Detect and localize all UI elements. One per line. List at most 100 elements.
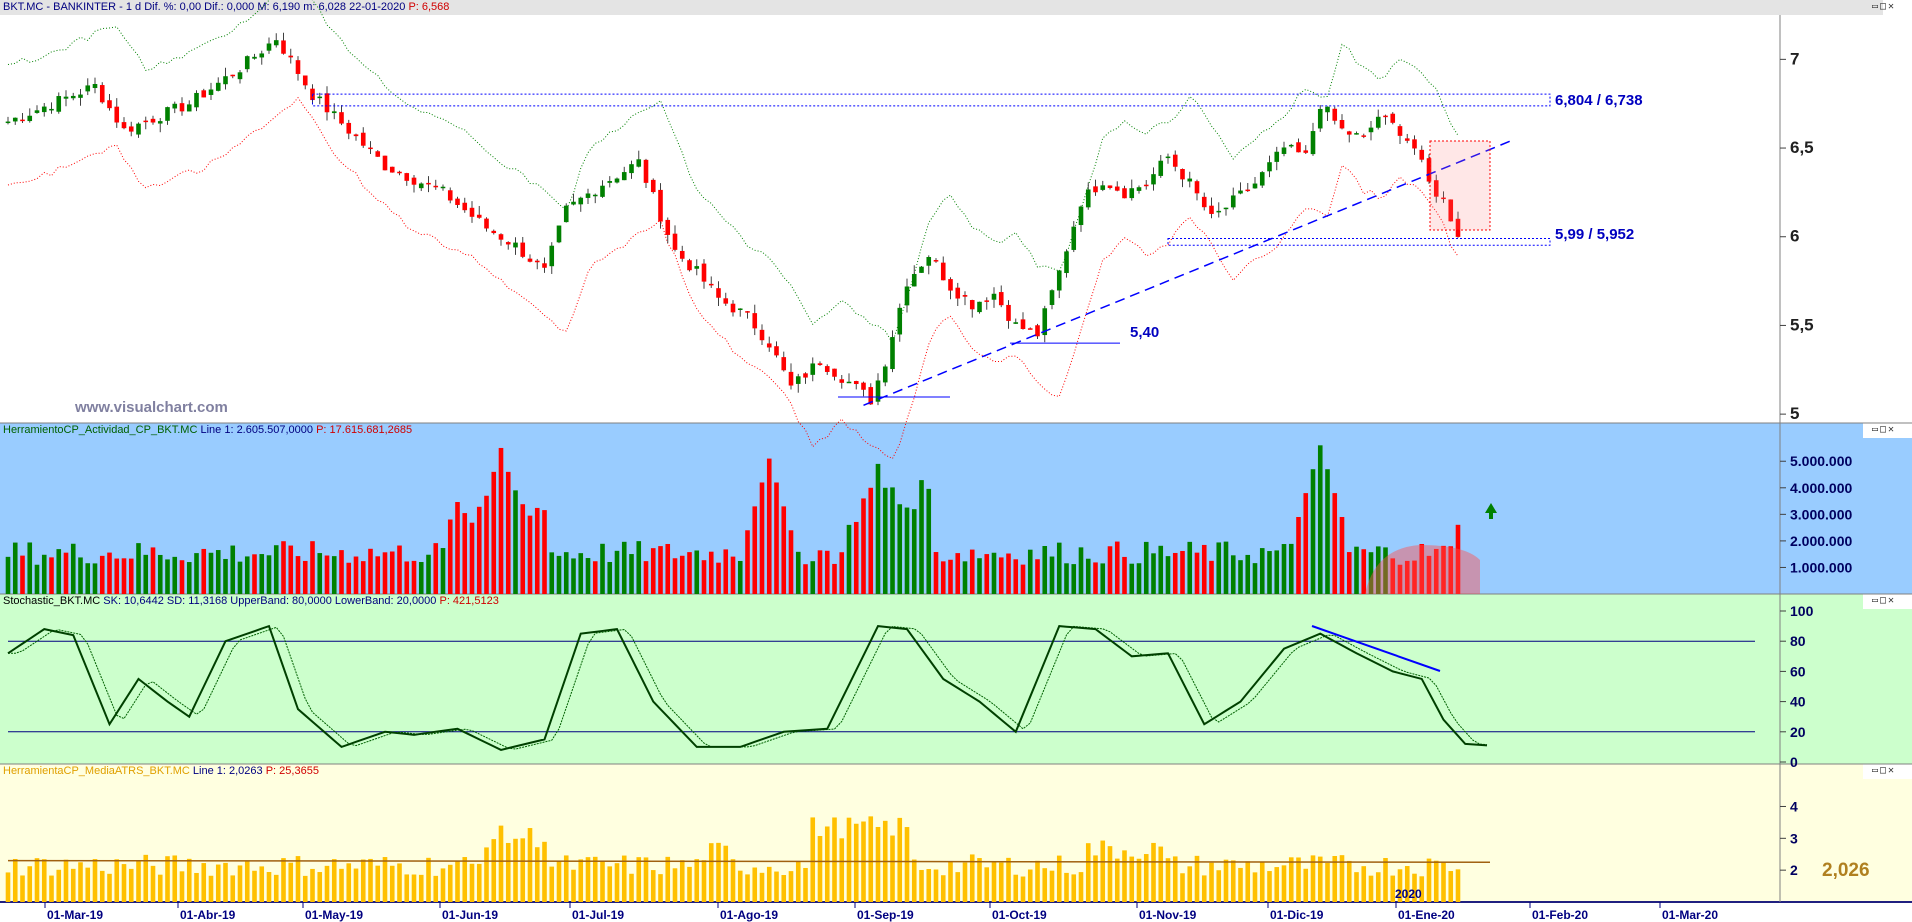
candle-body [1383,115,1388,118]
candle-body [121,122,127,129]
volume-bar [114,558,120,594]
candle-body [1426,158,1432,182]
candle-body [919,266,924,273]
volume-bar [1296,517,1301,594]
atr-bar [948,861,953,902]
atr-bar [215,864,221,902]
volume-bar [288,545,294,594]
candle-body [107,100,112,109]
atr-bar [34,858,40,902]
atr-bar [534,847,540,902]
atr-bar [1013,874,1019,902]
volume-ytick-label: 1.000.000 [1790,559,1852,575]
volume-bar [977,558,982,594]
candle-body [824,366,830,372]
atr-bar [484,847,489,902]
candle-body [317,96,323,99]
candle-body [998,292,1004,306]
atr-bar [331,859,337,902]
volume-bar [317,553,323,594]
window-controls-stoch[interactable]: ▭□✕ [1872,595,1897,606]
candle-body [1042,308,1048,336]
candle-body [440,186,446,189]
atr-bar [49,875,54,902]
candle-body [382,155,388,171]
xtick-label: 01-Ago-19 [720,908,778,922]
atr-bar [1006,857,1011,902]
atr-bar [114,859,120,902]
window-controls-volume[interactable]: ▭□✕ [1872,424,1897,435]
volume-bar [926,488,932,594]
atr-bar [1180,873,1185,902]
candle-body [230,74,236,77]
candle-body [1093,186,1098,193]
volume-bar [1230,555,1236,594]
candle-body [1151,174,1156,185]
support-label: 5,99 / 5,952 [1555,226,1634,243]
volume-bar [63,552,69,594]
volume-bar [679,555,685,594]
volume-ytick-label: 3.000.000 [1790,506,1852,522]
price-zone-rect [312,93,1551,107]
stoch-sk-line [7,624,1488,751]
volume-bar [897,504,903,594]
stoch-ytick-label: 0 [1790,754,1798,770]
atr-bar [897,817,903,902]
volume-bar [455,502,460,594]
xtick-label: 01-Abr-19 [180,908,236,922]
candle-body [1238,190,1243,194]
window-controls-main[interactable]: ▭□✕ [1872,1,1897,12]
volume-bar [1412,560,1417,594]
candle-body [1404,138,1410,141]
atr-bar [1027,869,1033,902]
atr-bar [1078,872,1084,902]
atr-bar [1296,857,1301,902]
candle-body [665,219,671,235]
volume-bar [1049,556,1055,594]
atr-bar [1346,860,1352,902]
atr-bar [1107,846,1113,902]
atr-bar [302,875,308,902]
atr-bar [984,867,990,902]
candle-body [498,234,504,240]
candle-body [1158,160,1164,176]
volume-bar [1419,543,1425,594]
volume-bar [70,543,76,594]
volume-bar [353,556,359,594]
candle-body [426,182,431,185]
volume-bar [259,554,265,594]
atr-bar [1412,873,1417,902]
volume-ytick-label: 5.000.000 [1790,453,1852,469]
candle-body [1085,189,1091,208]
volume-bar [737,560,743,594]
candle-body [527,258,533,262]
candle-body [542,263,547,268]
xtick-label: 01-Mar-20 [1662,908,1718,922]
volume-bar [1078,547,1084,594]
candle-body [346,122,352,134]
atr-bar [549,866,555,902]
stoch-lower: LowerBand: 20,0000 [334,595,437,607]
candle-body [774,346,779,356]
atr-bar [998,862,1004,902]
atr-bar [1223,859,1229,902]
atr-bar [1267,871,1272,902]
atr-bar [839,838,845,902]
candle-body [897,307,903,335]
volume-bar [281,541,286,594]
volume-bar [382,552,388,594]
stoch-upper: UpperBand: 80,0000 [230,595,332,607]
candle-body [1013,322,1019,324]
atr-bar [1194,855,1200,902]
atr-bar [687,866,692,902]
atr-bar [890,835,895,902]
volume-bar [1274,550,1280,594]
atr-ytick-label: 3 [1790,830,1798,846]
atr-bar [1368,875,1374,902]
atr-bar [157,874,163,902]
window-controls-atr[interactable]: ▭□✕ [1872,765,1897,776]
atr-bar [121,864,127,902]
volume-bar [1339,517,1345,594]
candle-body [491,230,497,234]
